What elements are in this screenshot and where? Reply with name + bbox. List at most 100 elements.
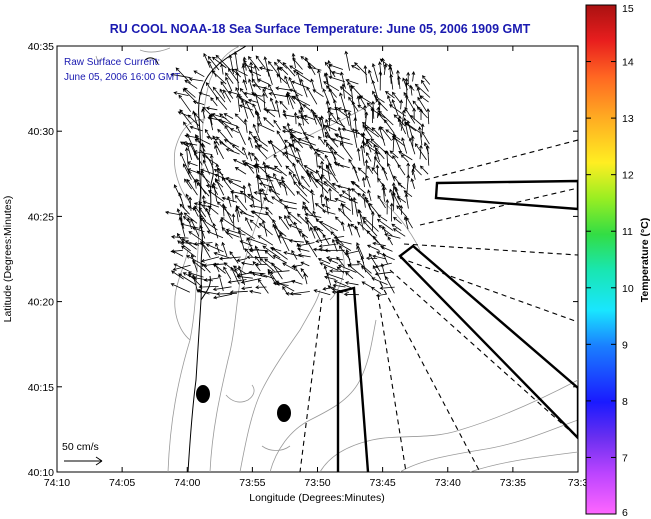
current-vector xyxy=(339,86,354,98)
current-vector xyxy=(349,197,354,215)
current-vector xyxy=(179,211,184,222)
x-tick-label: 73:55 xyxy=(239,477,265,489)
current-vector xyxy=(391,136,396,152)
current-vector xyxy=(365,174,371,188)
current-vector xyxy=(223,89,232,103)
current-vector xyxy=(361,176,366,188)
current-vector xyxy=(196,170,211,183)
current-vector xyxy=(297,247,310,252)
current-vector xyxy=(269,97,276,111)
current-vector xyxy=(295,115,308,121)
current-vector xyxy=(392,155,400,166)
current-vector xyxy=(257,278,269,294)
current-vector xyxy=(337,264,357,273)
current-vector xyxy=(403,190,413,198)
current-vector xyxy=(188,231,206,244)
current-vector xyxy=(274,99,281,118)
current-vector xyxy=(416,106,428,119)
current-vector xyxy=(302,132,315,138)
current-vector xyxy=(271,247,288,260)
current-vector xyxy=(288,224,303,231)
y-tick-label: 40:35 xyxy=(28,41,54,53)
current-vector xyxy=(293,265,304,279)
current-vector xyxy=(252,103,261,119)
current-vector xyxy=(374,156,388,175)
current-vector xyxy=(293,221,302,237)
current-vector xyxy=(264,250,275,260)
current-vector xyxy=(371,127,385,141)
current-vector xyxy=(188,273,203,288)
current-vector xyxy=(315,218,331,232)
colorbar-tick-label: 10 xyxy=(622,283,634,295)
current-vector xyxy=(218,256,241,261)
current-vector xyxy=(368,202,381,217)
current-vector xyxy=(373,95,385,103)
current-vector xyxy=(392,228,406,237)
current-vector xyxy=(306,86,318,105)
current-vector xyxy=(268,83,277,99)
current-vector xyxy=(288,76,298,97)
current-vector xyxy=(419,144,423,160)
x-axis-label: Longitude (Degrees:Minutes) xyxy=(249,492,384,504)
current-vector xyxy=(404,107,416,124)
current-vector xyxy=(210,113,225,126)
current-vector xyxy=(322,209,336,215)
current-vector xyxy=(393,216,402,225)
current-vector xyxy=(376,251,395,261)
current-vector xyxy=(177,240,191,252)
current-vector xyxy=(372,241,386,247)
current-vector xyxy=(336,256,345,268)
current-vector xyxy=(323,275,336,280)
current-vector xyxy=(381,182,386,197)
current-vector xyxy=(190,254,198,272)
current-vector xyxy=(300,268,309,278)
current-vector xyxy=(258,222,273,236)
current-vector xyxy=(237,229,245,251)
colorbar-tick-label: 7 xyxy=(622,452,628,464)
current-vector xyxy=(221,196,238,203)
current-vector xyxy=(389,104,407,117)
current-vector xyxy=(273,165,287,177)
current-vector xyxy=(327,109,331,127)
current-vector xyxy=(357,104,367,111)
current-vector xyxy=(303,272,308,285)
current-vector xyxy=(410,135,415,147)
current-vector xyxy=(242,79,248,91)
current-vector xyxy=(323,181,340,194)
current-vector xyxy=(213,140,224,160)
current-vector xyxy=(406,71,411,84)
current-vector xyxy=(370,210,375,231)
current-vector xyxy=(356,242,364,258)
x-tick-label: 73:40 xyxy=(435,477,461,489)
current-vector xyxy=(366,138,380,149)
current-vector xyxy=(371,62,379,83)
current-vector xyxy=(215,177,225,196)
current-vector xyxy=(194,151,203,166)
current-vector xyxy=(400,154,409,163)
current-vector xyxy=(227,195,232,208)
current-vector xyxy=(396,205,408,218)
y-tick-label: 40:20 xyxy=(28,297,54,309)
current-vector xyxy=(237,265,246,286)
current-vector xyxy=(306,239,318,258)
current-vector xyxy=(333,280,352,289)
current-vector xyxy=(356,147,361,161)
current-vector xyxy=(258,188,263,210)
current-vector xyxy=(276,73,288,84)
current-vector xyxy=(313,111,322,127)
current-vector xyxy=(363,104,367,119)
current-vector xyxy=(259,258,275,272)
current-vector xyxy=(330,231,344,246)
colorbar-tick-label: 6 xyxy=(622,507,628,519)
current-vector xyxy=(173,91,189,96)
current-vector xyxy=(362,124,373,139)
current-vector xyxy=(273,154,283,168)
current-vector xyxy=(164,210,182,216)
current-vector xyxy=(370,138,386,153)
current-vector xyxy=(245,216,253,231)
current-vector xyxy=(326,142,337,160)
current-vector xyxy=(267,60,280,77)
current-vector xyxy=(301,175,311,188)
current-vector xyxy=(387,236,393,246)
current-vector xyxy=(352,165,360,182)
